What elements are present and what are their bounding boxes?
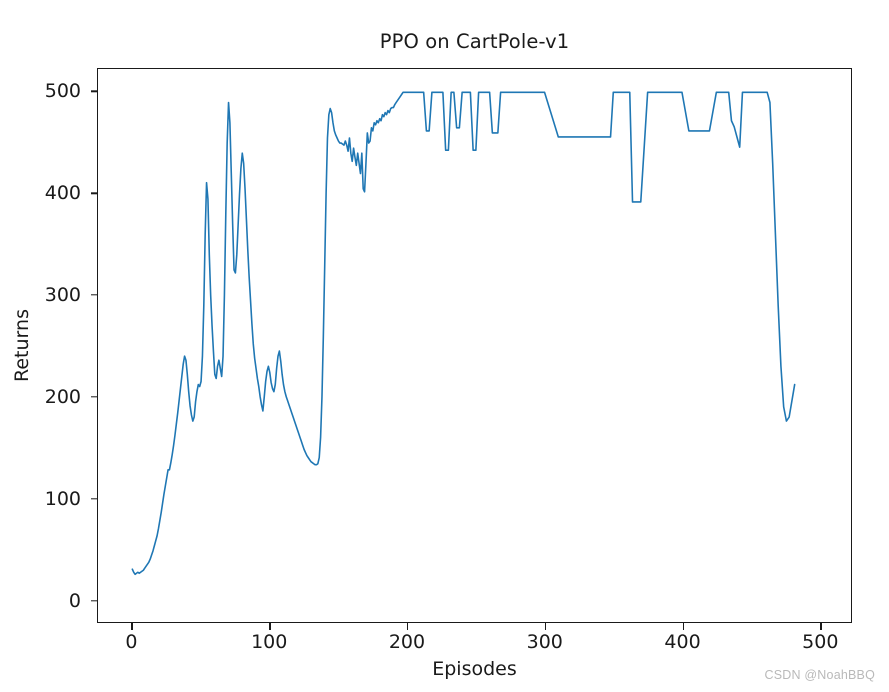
x-tick-mark (131, 623, 133, 630)
y-axis-tick-labels: 0 100 200 300 400 500 (17, 68, 81, 623)
x-tick-mark (682, 623, 684, 630)
y-tick-mark (90, 599, 97, 602)
x-tick-label: 300 (526, 631, 563, 653)
x-tick-mark (269, 623, 271, 630)
x-tick-label: 500 (802, 631, 839, 653)
returns-polyline (131, 91, 796, 576)
chart-title: PPO on CartPole-v1 (379, 30, 570, 53)
x-tick-label: 200 (388, 631, 426, 653)
y-tick-mark (90, 90, 97, 93)
y-axis-tick-marks (90, 68, 98, 623)
y-tick-label: 300 (44, 284, 81, 307)
y-tick-mark (90, 192, 97, 194)
plot-area (97, 68, 852, 623)
x-tick-label: 100 (251, 631, 288, 653)
returns-line-series (131, 91, 796, 576)
watermark-text: CSDN @NoahBBQ (764, 668, 875, 682)
x-tick-label: 0 (125, 631, 138, 653)
x-axis-label: Episodes (432, 658, 517, 680)
y-tick-label: 200 (44, 385, 81, 408)
y-tick-label: 400 (44, 182, 81, 205)
y-tick-label: 500 (44, 80, 81, 103)
y-tick-mark (90, 294, 97, 296)
x-tick-mark (820, 623, 822, 630)
y-tick-mark (90, 498, 97, 500)
x-tick-mark (544, 623, 547, 630)
x-tick-mark (406, 623, 409, 630)
y-tick-label: 100 (44, 487, 81, 510)
y-tick-mark (90, 396, 97, 398)
x-axis-tick-labels: 0 100 200 300 400 500 (97, 631, 852, 659)
y-tick-label: 0 (68, 589, 81, 612)
x-axis-tick-marks (97, 623, 852, 630)
x-tick-label: 400 (664, 631, 701, 653)
